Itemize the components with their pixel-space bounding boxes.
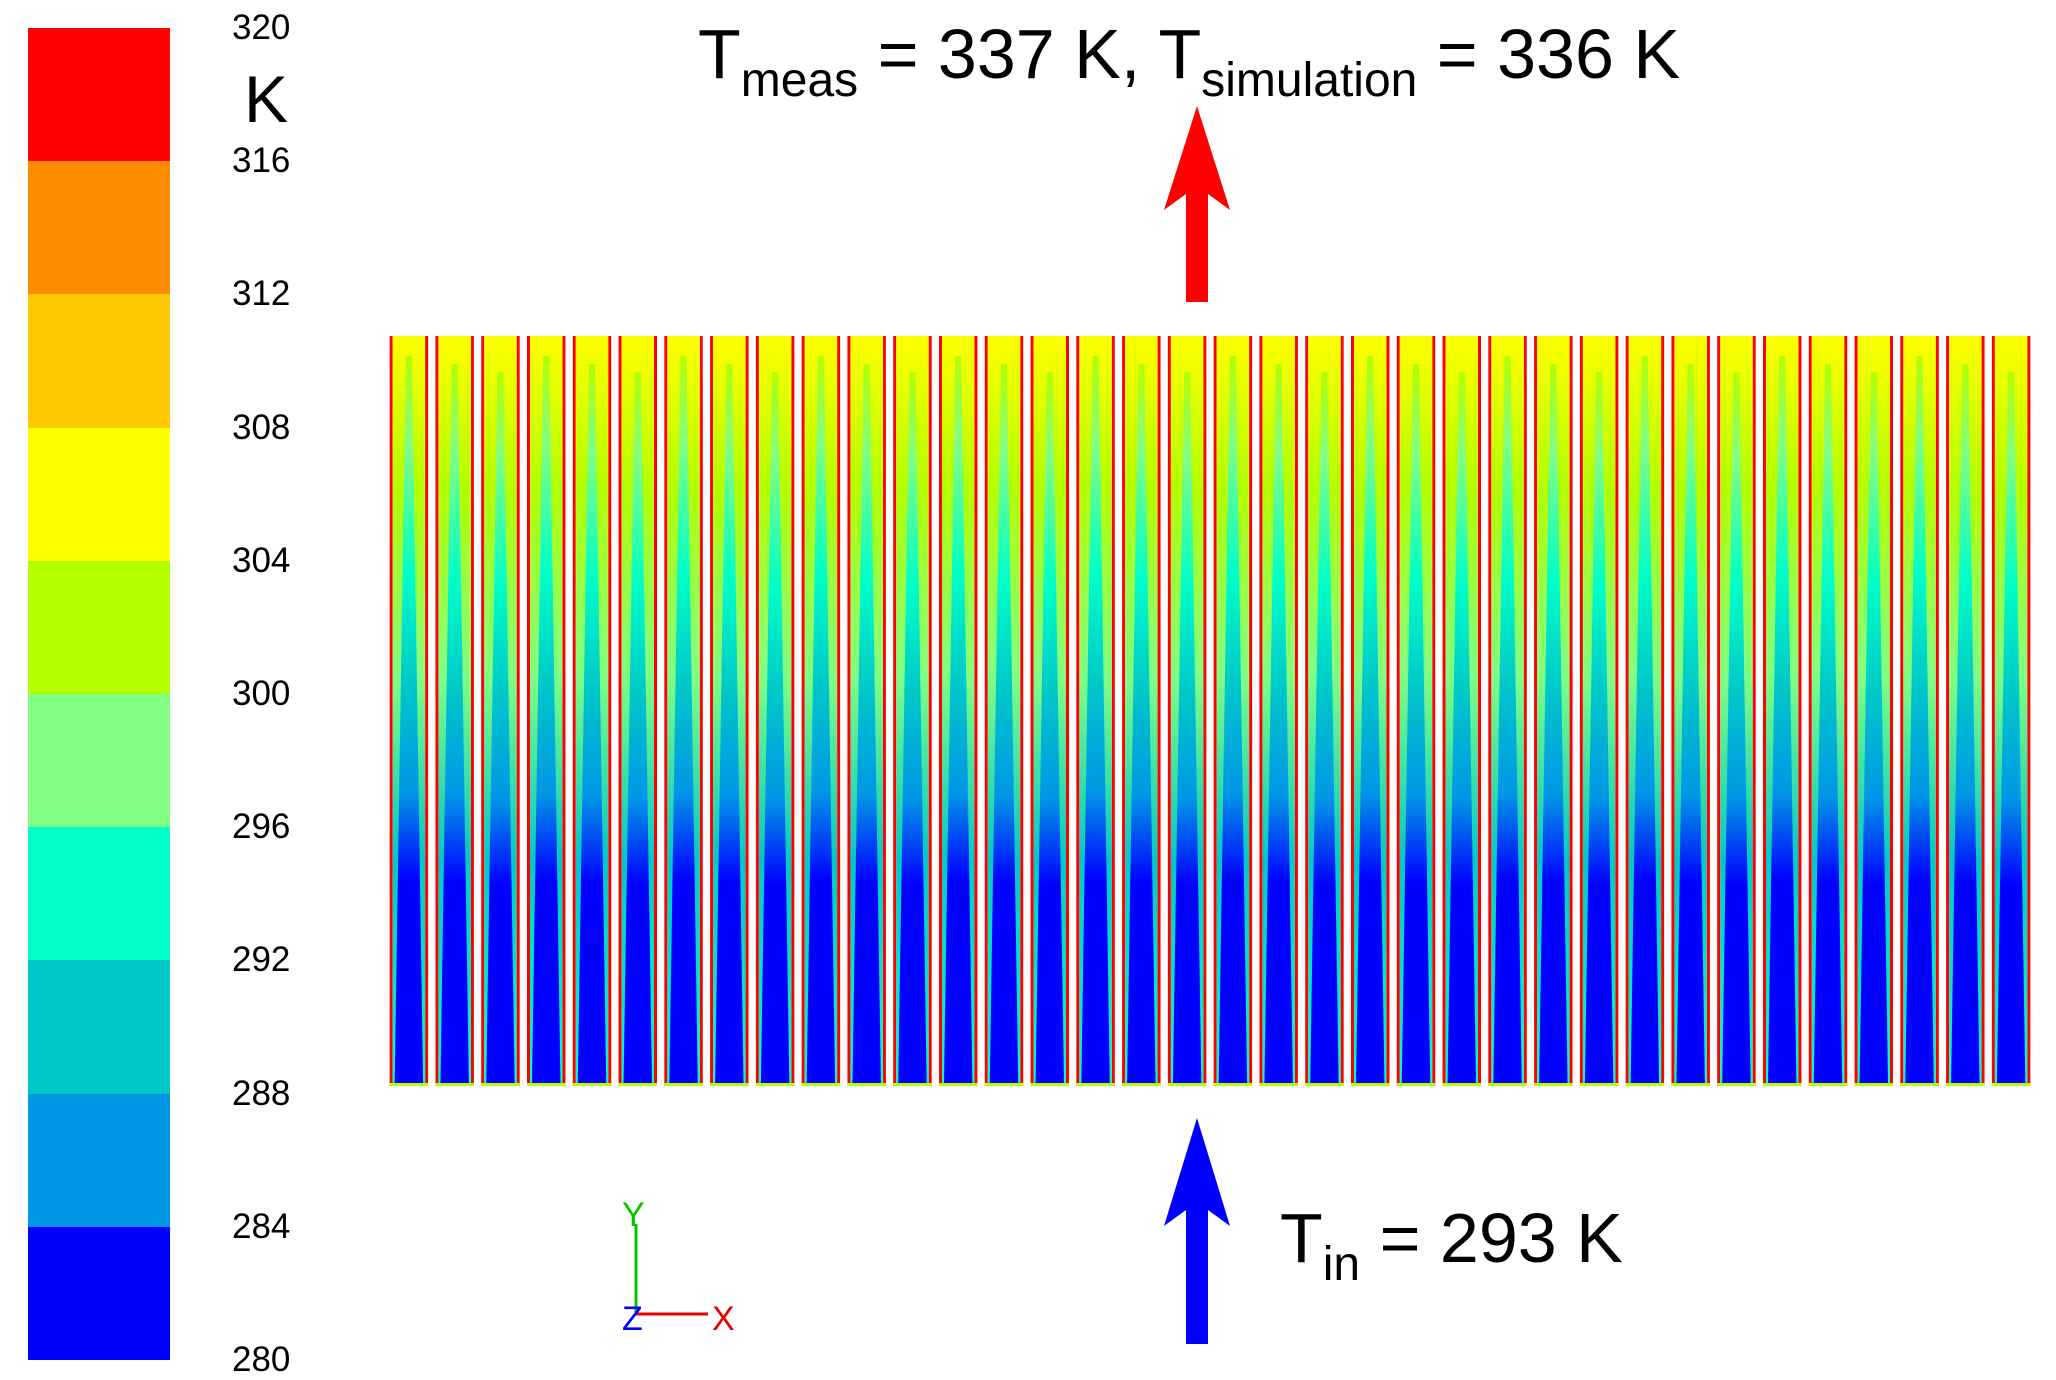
legend-tick-label: 300	[232, 674, 291, 713]
flow-channel	[1305, 336, 1344, 1086]
legend-tick-label: 292	[232, 940, 291, 980]
flow-channel	[664, 336, 703, 1086]
flow-channel	[1442, 336, 1482, 1086]
flow-channel	[618, 336, 658, 1086]
x-axis-label: X	[712, 1300, 735, 1336]
legend-band	[28, 427, 170, 562]
flow-channel	[1808, 336, 1848, 1086]
flow-channel	[1717, 336, 1756, 1086]
flow-channel	[1946, 336, 1985, 1086]
outlet-tail-text: = 336 K	[1417, 15, 1681, 93]
legend-band	[28, 560, 170, 695]
legend-tick-label: 320	[232, 8, 291, 47]
color-legend-bar	[28, 28, 170, 1361]
flow-channel	[572, 336, 612, 1086]
flow-channel	[1488, 336, 1527, 1086]
flow-channel	[710, 336, 749, 1086]
flow-channel	[1900, 336, 1939, 1086]
flow-channel	[1671, 336, 1710, 1086]
legend-tick-label: 304	[232, 540, 291, 580]
flow-channel	[938, 336, 978, 1086]
axis-triad: Y Z X	[622, 1196, 735, 1336]
flow-channel	[1762, 336, 1802, 1086]
legend-band	[28, 294, 170, 429]
outlet-sub-meas: meas	[740, 54, 859, 107]
legend-unit-label: K	[244, 62, 289, 136]
flow-channel	[755, 336, 795, 1086]
legend-band	[28, 960, 170, 1095]
legend-tick-label: 280	[232, 1340, 291, 1379]
legend-band	[28, 1093, 170, 1228]
legend-tick-label: 316	[232, 141, 291, 181]
flow-channel	[1350, 336, 1390, 1086]
outlet-sub-simulation: simulation	[1201, 54, 1418, 107]
flow-channel	[1259, 336, 1298, 1086]
flow-channel	[435, 336, 474, 1086]
legend-band	[28, 827, 170, 961]
flow-channel	[481, 336, 520, 1086]
outlet-flow-arrow	[1164, 106, 1230, 302]
legend-tick-label: 312	[232, 274, 291, 314]
inlet-symbol: T	[1280, 1199, 1323, 1277]
flow-channel	[801, 336, 841, 1086]
outlet-temperature-annotation: Tmeas = 337 K, Tsimulation = 336 K	[698, 14, 1680, 121]
inlet-tail-text: = 293 K	[1360, 1199, 1623, 1277]
flow-channel	[1396, 336, 1436, 1086]
flow-channel	[1854, 336, 1894, 1086]
outlet-symbol: T	[698, 15, 741, 93]
legend-band	[28, 161, 170, 295]
inlet-sub: in	[1322, 1238, 1361, 1291]
legend-tick-label: 296	[232, 807, 291, 847]
legend-band	[28, 694, 170, 828]
flow-channel	[984, 336, 1024, 1086]
flow-channel	[1213, 336, 1253, 1086]
flow-channel	[1076, 336, 1115, 1086]
legend-band	[28, 1226, 170, 1361]
flow-channel	[1030, 336, 1070, 1086]
legend-tick-label: 308	[232, 407, 291, 447]
legend-tick-label: 288	[232, 1073, 291, 1113]
outlet-mid-text: = 337 K, T	[858, 15, 1202, 93]
flow-channel	[893, 336, 932, 1086]
flow-channel	[1625, 336, 1665, 1086]
flow-channel	[526, 336, 566, 1086]
flow-channel	[1579, 336, 1619, 1086]
legend-tick-label: 284	[232, 1206, 291, 1246]
flow-channel	[389, 336, 429, 1086]
legend-band	[28, 28, 170, 162]
z-axis-label: Z	[622, 1300, 643, 1336]
flow-channel	[1991, 336, 2031, 1086]
y-axis-label: Y	[622, 1196, 645, 1234]
inlet-flow-arrow	[1164, 1118, 1230, 1344]
flow-channel	[847, 336, 886, 1086]
flow-channel	[1167, 336, 1207, 1086]
temperature-contour-plot	[389, 336, 2031, 1086]
inlet-temperature-annotation: Tin = 293 K	[1280, 1198, 1623, 1305]
flow-channel	[1122, 336, 1161, 1086]
flow-channel	[1534, 336, 1573, 1086]
